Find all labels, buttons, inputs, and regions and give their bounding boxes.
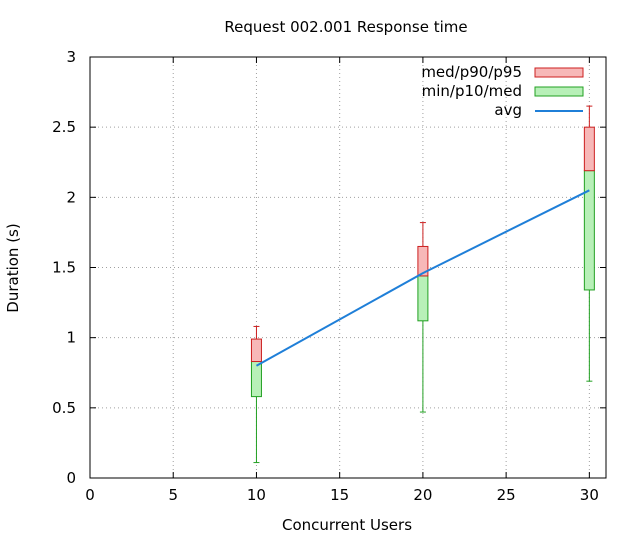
x-tick-label: 30 [580,486,599,504]
axis-ticks: 0 5 10 15 20 25 30 0 0.5 1 1.5 2 2.5 3 [52,48,606,504]
plot-frame [89,56,607,479]
y-tick-label: 1 [66,329,76,347]
x-tick-label: 15 [330,486,349,504]
box-med-p90 [417,245,429,277]
y-tick-label: 1.5 [52,259,76,277]
x-tick-label: 5 [168,486,178,504]
legend-label: min/p10/med [422,82,522,100]
box-series [250,105,595,464]
box-group [250,325,262,464]
legend-label: avg [494,101,522,119]
x-tick-label: 10 [247,486,266,504]
x-axis-label: Concurrent Users [282,516,412,534]
box-group [583,105,595,382]
avg-series [255,189,590,367]
grid [90,57,606,478]
x-tick-label: 0 [85,486,95,504]
avg-line [255,189,590,367]
box-p10-med [583,170,595,291]
y-tick-label: 2.5 [52,118,76,136]
legend-swatch [534,67,584,78]
x-tick-label: 25 [497,486,516,504]
y-tick-label: 0 [66,469,76,487]
chart-title: Request 002.001 Response time [224,18,467,36]
y-tick-label: 0.5 [52,399,76,417]
box-group [417,222,429,413]
x-tick-label: 20 [413,486,432,504]
legend-label: med/p90/p95 [421,63,522,81]
legend-swatch [534,86,584,97]
y-axis-label: Duration (s) [4,223,22,312]
box-p10-med [417,275,429,322]
box-p10-med [250,361,262,398]
box-med-p90 [583,126,595,172]
y-tick-label: 3 [66,48,76,66]
y-tick-label: 2 [66,188,76,206]
box-med-p90 [250,338,262,363]
